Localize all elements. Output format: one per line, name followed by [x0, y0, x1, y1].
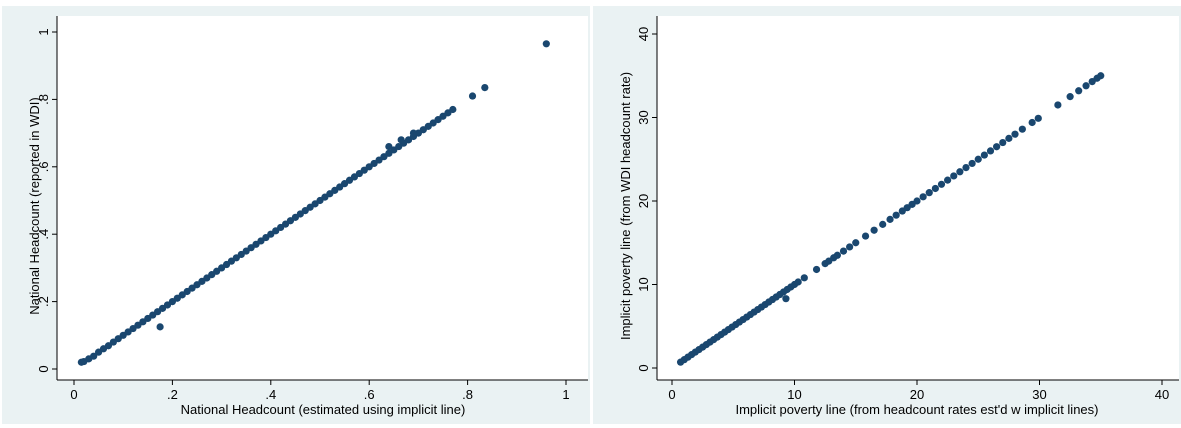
right-data-point	[937, 180, 946, 188]
left-y-tick-label: 0	[36, 365, 51, 372]
right-data-point	[999, 138, 1007, 147]
right-data-point	[980, 151, 988, 159]
right-x-tick-label: 10	[787, 387, 801, 402]
left-data-point	[542, 40, 550, 48]
left-data-point	[397, 136, 405, 144]
right-data-point	[800, 274, 808, 282]
right-data-point	[913, 197, 921, 205]
right-scatter-plot: 0 10 20 30 40 0 10 20 30 40 Implicit poverty line …	[618, 16, 1179, 417]
right-data-point	[879, 220, 887, 228]
right-y-axis-title: Implicit poverty line (from WDI headcoun…	[618, 72, 633, 340]
right-data-point	[892, 211, 900, 219]
left-y-tick-label: .6	[36, 161, 51, 172]
left-x-axis-title: National Headcount (estimated using impl…	[181, 402, 466, 417]
right-x-tick-label: 40	[1155, 387, 1169, 402]
left-x-tick-label: .6	[364, 387, 375, 402]
right-data-point	[794, 278, 802, 286]
right-y-tick-label: 20	[636, 194, 651, 208]
left-scatter-plot: 0 .2 .4 .6 .8 1 0 .2 .4 .6 .8 1 National Headcount (…	[27, 16, 588, 417]
right-data-point	[1054, 101, 1062, 109]
right-y-tick-label: 10	[636, 277, 651, 291]
left-y-tick-label: .2	[36, 296, 51, 307]
right-x-tick-label: 20	[910, 387, 924, 402]
right-x-tick-label: 0	[668, 387, 675, 402]
left-data-point	[385, 142, 393, 151]
right-data-point	[919, 193, 927, 201]
right-x-axis-title: Implicit poverty line (from headcount ra…	[735, 402, 1098, 417]
right-data-point	[974, 155, 982, 163]
right-data-point	[1011, 130, 1019, 138]
right-data-point	[782, 295, 790, 303]
right-data-point	[861, 232, 870, 240]
right-y-tick-label: 30	[636, 110, 651, 124]
right-data-point	[1097, 72, 1105, 80]
right-data-point	[1075, 87, 1083, 95]
right-data-point	[968, 159, 976, 168]
right-data-point	[812, 265, 821, 274]
right-data-point	[925, 189, 933, 197]
right-data-point	[833, 251, 841, 259]
right-x-tick-label: 30	[1032, 387, 1046, 402]
left-data-point	[104, 342, 113, 350]
right-data-point	[1005, 134, 1013, 142]
left-y-axis-title: National Headcount (reported in WDI)	[27, 97, 42, 315]
left-y-tick-label: 1	[36, 28, 51, 35]
left-x-tick-label: 0	[70, 387, 77, 402]
right-data-point	[993, 143, 1001, 151]
right-data-point	[950, 172, 958, 180]
left-data-point	[156, 323, 164, 331]
right-data-point	[852, 239, 860, 247]
left-x-tick-label: .8	[462, 387, 473, 402]
left-y-tick-label: .4	[36, 229, 51, 240]
right-data-point	[1034, 114, 1042, 122]
right-data-point	[846, 243, 854, 251]
left-data-point	[449, 105, 457, 114]
left-data-point	[468, 92, 477, 100]
left-x-tick-label: .2	[167, 387, 178, 402]
right-data-point	[1082, 82, 1090, 90]
right-y-tick-label: 40	[636, 27, 651, 41]
right-data-point	[1018, 125, 1026, 133]
right-data-point	[956, 168, 964, 176]
left-data-point	[90, 352, 98, 360]
right-y-tick-label: 0	[636, 364, 651, 371]
left-x-tick-label: 1	[562, 387, 569, 402]
right-chart-panel: 0 10 20 30 40 0 10 20 30 40 Implicit poverty line …	[593, 6, 1181, 424]
right-data-point	[870, 226, 878, 234]
right-data-point	[839, 247, 848, 255]
left-x-tick-label: .4	[265, 387, 276, 402]
right-data-point	[1028, 118, 1036, 127]
left-y-tick-label: .8	[36, 94, 51, 105]
right-data-point	[886, 215, 894, 223]
right-data-point	[944, 176, 952, 184]
left-chart-panel: 0 .2 .4 .6 .8 1 0 .2 .4 .6 .8 1 National Headcount (…	[2, 6, 590, 424]
right-data-point	[931, 184, 939, 193]
right-data-point	[1066, 93, 1074, 101]
left-data-point	[409, 129, 418, 137]
right-data-point	[962, 164, 970, 172]
left-data-point	[481, 84, 489, 92]
right-data-point	[986, 147, 995, 155]
